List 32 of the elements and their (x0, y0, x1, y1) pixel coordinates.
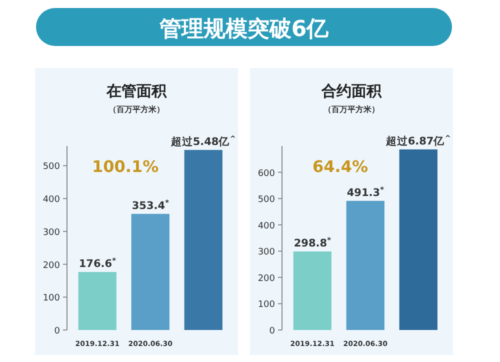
y-tick-label: 400 (258, 221, 276, 232)
data-label: 超过5.48亿$^{^}$ (170, 133, 236, 148)
y-tick-label: 200 (42, 260, 60, 271)
data-label: 353.4$^{*}$ (132, 197, 170, 212)
text: 管理规模突破6亿 (158, 16, 330, 42)
y-tick-label: 300 (42, 228, 60, 238)
y-tick-label: 300 (258, 248, 276, 258)
bar (346, 200, 384, 330)
chart-subtitle: （百万平方米） (108, 104, 164, 114)
bar (131, 214, 170, 330)
y-tick-label: 100 (258, 300, 276, 310)
bar (78, 272, 116, 330)
chart-subtitle: （百万平方米） (324, 104, 380, 114)
chart-title: 合约面积 (320, 82, 382, 100)
y-tick-label: 500 (258, 195, 276, 206)
y-tick-label: 500 (42, 162, 60, 172)
data-label: 超过6.87亿$^{^}$ (384, 132, 451, 148)
y-tick-label: 600 (258, 168, 276, 179)
y-tick-label: 100 (42, 294, 60, 304)
data-label: 176.6$^{*}$ (78, 255, 116, 270)
data-label: 298.8$^{*}$ (294, 234, 332, 250)
chart-title: 在管面积 (106, 82, 168, 100)
y-tick-label: 400 (42, 195, 60, 206)
y-tick-label: 0 (269, 326, 276, 336)
y-tick-label: 200 (258, 274, 276, 284)
bar (184, 150, 222, 330)
bar (293, 251, 332, 330)
annotation: 100.1% (92, 157, 159, 176)
bar (399, 149, 438, 330)
data-label: 491.3$^{*}$ (346, 184, 384, 199)
y-tick-label: 0 (54, 326, 60, 336)
annotation: 64.4% (312, 157, 368, 176)
